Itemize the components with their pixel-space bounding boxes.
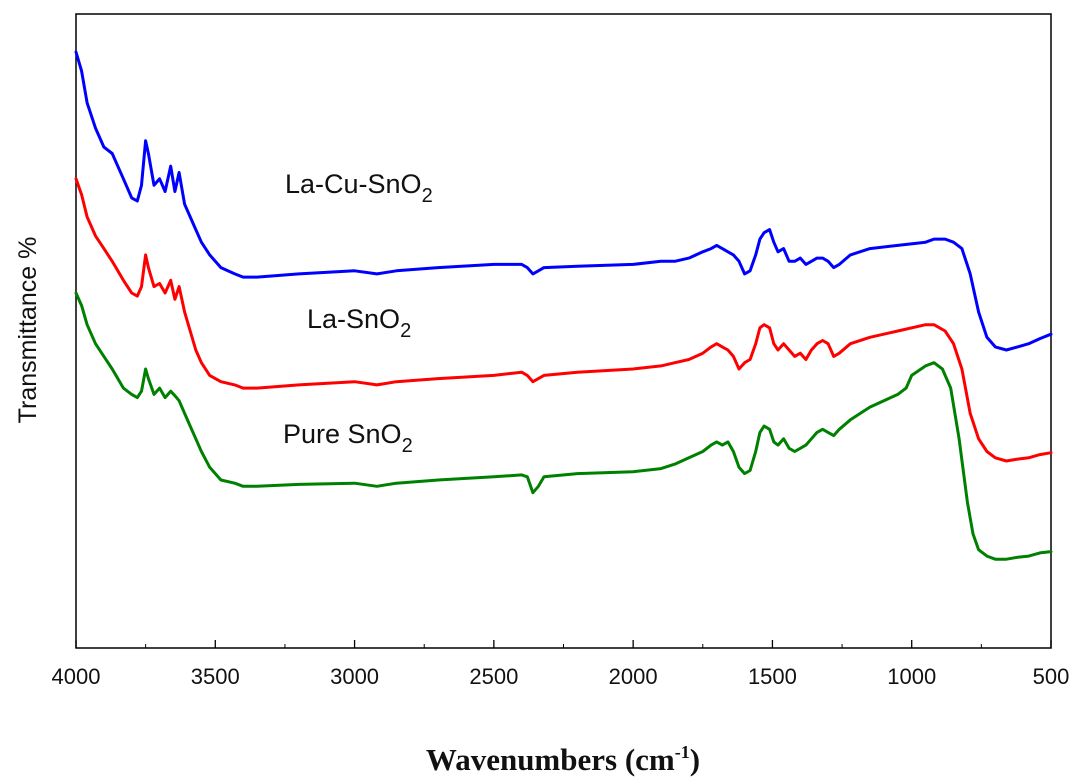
series-label-la-cu-sno2-name: La-Cu-SnO bbox=[285, 169, 422, 199]
series-lines bbox=[74, 50, 1053, 561]
series-label-la-sno2: La-SnO2 bbox=[307, 304, 411, 342]
x-axis-ticks: 4000 3500 3000 2500 2000 1500 1000 500 bbox=[52, 640, 1070, 689]
x-axis-label: Wavenumbers (cm-1) bbox=[426, 742, 700, 777]
series-label-la-cu-sno2: La-Cu-SnO2 bbox=[285, 169, 433, 207]
plot-frame bbox=[75, 13, 1052, 649]
series-label-pure-sno2-name: Pure SnO bbox=[283, 419, 402, 449]
series-label-la-sno2-sub: 2 bbox=[400, 320, 411, 342]
series-line-pure-sno2 bbox=[74, 291, 1053, 561]
series-line-la-cu-sno2 bbox=[74, 50, 1053, 352]
y-axis-label: Transmittance % bbox=[14, 237, 42, 424]
x-tick-label-500: 500 bbox=[1033, 664, 1070, 689]
x-tick-label-4000: 4000 bbox=[52, 664, 101, 689]
x-tick-label-1000: 1000 bbox=[887, 664, 936, 689]
x-tick-label-3000: 3000 bbox=[330, 664, 379, 689]
series-label-pure-sno2: Pure SnO2 bbox=[283, 419, 413, 457]
series-label-la-sno2-name: La-SnO bbox=[307, 304, 400, 334]
x-axis-label-close: ) bbox=[690, 742, 700, 777]
x-axis-label-main: Wavenumbers (cm bbox=[426, 742, 675, 777]
x-tick-label-1500: 1500 bbox=[748, 664, 797, 689]
series-label-pure-sno2-sub: 2 bbox=[402, 435, 413, 457]
series-label-la-cu-sno2-sub: 2 bbox=[422, 185, 433, 207]
x-tick-label-2000: 2000 bbox=[609, 664, 658, 689]
x-tick-label-2500: 2500 bbox=[469, 664, 518, 689]
x-tick-label-3500: 3500 bbox=[191, 664, 240, 689]
series-line-la-sno2 bbox=[74, 177, 1053, 463]
x-axis-label-sup: -1 bbox=[675, 742, 690, 762]
